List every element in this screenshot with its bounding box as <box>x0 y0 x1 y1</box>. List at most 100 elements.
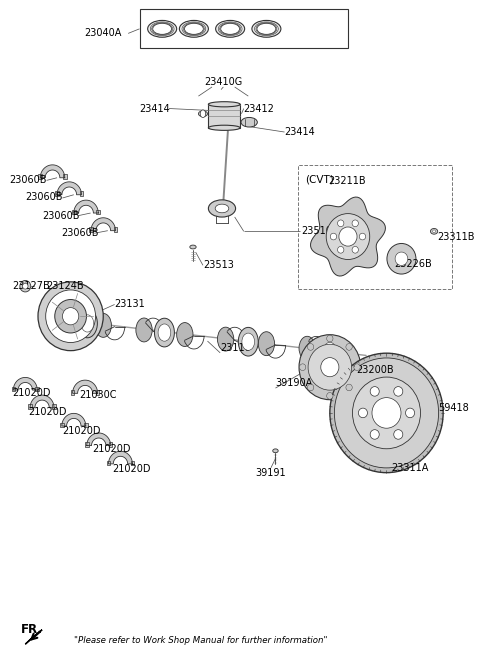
Ellipse shape <box>394 430 403 440</box>
Ellipse shape <box>95 314 111 337</box>
Ellipse shape <box>238 327 258 356</box>
Text: (CVT): (CVT) <box>305 174 334 184</box>
FancyBboxPatch shape <box>80 192 84 196</box>
Ellipse shape <box>81 315 94 332</box>
Ellipse shape <box>352 247 359 253</box>
Ellipse shape <box>148 20 177 37</box>
Polygon shape <box>25 630 42 644</box>
Text: "Please refer to Work Shop Manual for further information": "Please refer to Work Shop Manual for fu… <box>74 636 327 645</box>
Text: 23060B: 23060B <box>9 175 47 186</box>
Ellipse shape <box>387 243 416 274</box>
Ellipse shape <box>257 24 276 34</box>
Ellipse shape <box>337 220 344 227</box>
Text: 23060B: 23060B <box>61 228 99 238</box>
FancyBboxPatch shape <box>298 165 452 289</box>
Ellipse shape <box>241 117 257 127</box>
Ellipse shape <box>352 377 420 449</box>
Ellipse shape <box>326 214 370 260</box>
Ellipse shape <box>330 233 336 240</box>
Ellipse shape <box>300 364 306 371</box>
Text: 23200B: 23200B <box>356 365 394 375</box>
Text: 23131: 23131 <box>115 300 145 310</box>
FancyBboxPatch shape <box>38 174 42 179</box>
Text: 23040A: 23040A <box>84 28 121 39</box>
FancyBboxPatch shape <box>85 442 89 447</box>
Ellipse shape <box>208 102 240 107</box>
Ellipse shape <box>184 24 204 34</box>
Text: 23414: 23414 <box>285 127 315 137</box>
Ellipse shape <box>320 337 340 365</box>
Ellipse shape <box>360 233 366 240</box>
FancyBboxPatch shape <box>96 390 99 395</box>
Ellipse shape <box>208 125 240 131</box>
Ellipse shape <box>273 449 278 453</box>
Ellipse shape <box>153 24 171 34</box>
Text: 21020D: 21020D <box>12 388 51 398</box>
Text: 23127B: 23127B <box>12 281 50 291</box>
FancyBboxPatch shape <box>72 210 76 215</box>
FancyBboxPatch shape <box>107 461 110 465</box>
Ellipse shape <box>406 408 415 418</box>
FancyBboxPatch shape <box>140 9 348 49</box>
FancyBboxPatch shape <box>12 386 15 392</box>
Text: 23060B: 23060B <box>42 211 80 220</box>
Text: 23060B: 23060B <box>25 192 62 202</box>
Text: 59418: 59418 <box>438 403 468 413</box>
Ellipse shape <box>155 318 174 347</box>
Ellipse shape <box>308 384 314 391</box>
Ellipse shape <box>215 204 229 213</box>
Ellipse shape <box>23 283 28 289</box>
Polygon shape <box>72 380 97 394</box>
Ellipse shape <box>77 309 97 338</box>
Ellipse shape <box>370 386 379 396</box>
Ellipse shape <box>335 358 439 468</box>
Ellipse shape <box>216 20 245 37</box>
Text: 39191: 39191 <box>256 468 286 478</box>
Text: FR.: FR. <box>21 623 43 636</box>
FancyBboxPatch shape <box>71 390 74 395</box>
Ellipse shape <box>327 392 333 400</box>
Ellipse shape <box>394 452 400 457</box>
Ellipse shape <box>38 282 103 351</box>
Ellipse shape <box>200 110 205 117</box>
FancyBboxPatch shape <box>36 386 39 392</box>
Ellipse shape <box>430 394 437 399</box>
Polygon shape <box>13 377 37 390</box>
Polygon shape <box>40 165 65 178</box>
Ellipse shape <box>431 228 438 234</box>
Ellipse shape <box>221 24 240 34</box>
Ellipse shape <box>177 323 193 346</box>
FancyBboxPatch shape <box>131 461 134 465</box>
Ellipse shape <box>158 324 171 341</box>
Ellipse shape <box>180 20 208 37</box>
Polygon shape <box>91 218 116 231</box>
Ellipse shape <box>324 342 336 359</box>
Polygon shape <box>30 395 54 407</box>
FancyBboxPatch shape <box>89 228 93 232</box>
Ellipse shape <box>352 220 359 227</box>
Text: 39190A: 39190A <box>276 378 312 388</box>
Ellipse shape <box>354 364 360 371</box>
FancyBboxPatch shape <box>84 422 87 428</box>
Polygon shape <box>311 197 385 276</box>
FancyBboxPatch shape <box>55 192 59 196</box>
Polygon shape <box>108 451 132 464</box>
Polygon shape <box>62 413 86 426</box>
Ellipse shape <box>394 386 403 396</box>
FancyBboxPatch shape <box>28 404 32 409</box>
Text: 21030C: 21030C <box>80 390 117 400</box>
Ellipse shape <box>299 337 315 360</box>
Text: 23513: 23513 <box>203 260 234 270</box>
Ellipse shape <box>370 430 379 440</box>
Polygon shape <box>57 182 82 195</box>
Ellipse shape <box>327 335 333 342</box>
Text: 21020D: 21020D <box>28 407 67 417</box>
Ellipse shape <box>208 200 236 217</box>
Text: 23414: 23414 <box>140 104 170 113</box>
Ellipse shape <box>321 358 339 377</box>
Ellipse shape <box>308 344 351 390</box>
Ellipse shape <box>136 318 152 342</box>
Ellipse shape <box>432 230 435 233</box>
Text: 23311A: 23311A <box>391 463 428 474</box>
Text: 23211B: 23211B <box>328 176 366 186</box>
